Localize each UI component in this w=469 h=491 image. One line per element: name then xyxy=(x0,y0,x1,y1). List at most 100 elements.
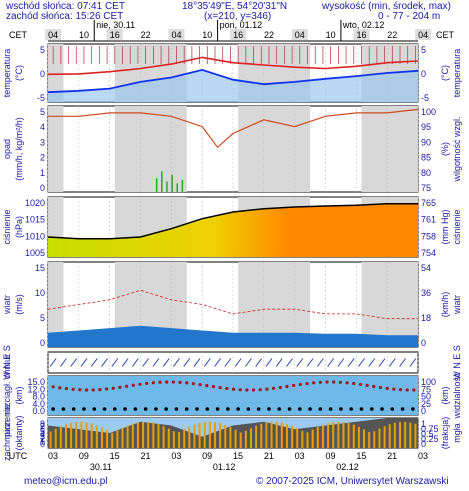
cloud-base-dot xyxy=(205,407,210,411)
tick-left-humidity: 2 xyxy=(40,153,45,163)
cloud-bar xyxy=(172,431,175,448)
tick-right-cloud: 0.25 xyxy=(421,434,439,444)
right-label-pressure: ciśnienie xyxy=(452,209,462,244)
tick-right-pressure: 754 xyxy=(421,248,436,258)
bottom-hour-label: 15 xyxy=(110,451,120,461)
cloud-bar xyxy=(321,424,324,448)
tick-left-cloud: 5 xyxy=(40,427,45,437)
right-unit-wind: (km/h) xyxy=(440,292,450,318)
cloud-top-dot xyxy=(332,380,336,384)
cloud-top-dot xyxy=(265,387,269,391)
tick-left-temperature: 5 xyxy=(40,45,45,55)
cloud-base-dot xyxy=(339,407,343,411)
cloud-base-dot xyxy=(143,407,148,411)
precip-bar xyxy=(171,174,173,192)
left-label-cloud: zachmurzenie xyxy=(2,405,12,461)
tick-right-humidity: 90 xyxy=(421,137,431,147)
left-unit-visibility: (km) xyxy=(14,387,24,405)
cloud-base-dot xyxy=(61,407,66,411)
temp-max-line xyxy=(47,56,419,76)
left-unit-wind: (m/s) xyxy=(14,294,24,315)
cloud-bar xyxy=(388,424,391,448)
cloud-top-dot xyxy=(305,381,309,386)
cloud-base-dot xyxy=(349,407,353,411)
wind-arrow xyxy=(60,358,67,367)
cloud-base-dot xyxy=(113,407,117,411)
footer-email[interactable]: meteo@icm.edu.pl xyxy=(24,476,108,487)
top-hour-label: 04 xyxy=(48,30,58,40)
bottom-day-label: 01.12 xyxy=(213,462,236,472)
cloud-top-dot xyxy=(352,381,356,386)
top-hour-bg xyxy=(415,29,432,40)
cloud-top-dot xyxy=(385,386,389,390)
top-hour-label: 10 xyxy=(326,30,336,40)
bottom-hour-label: 09 xyxy=(202,451,212,461)
tick-right-visibility: 50 xyxy=(421,392,431,402)
top-hour-bg xyxy=(230,29,247,40)
cloud-bar xyxy=(152,422,155,448)
cloud-bar xyxy=(291,425,294,448)
cloud-bar xyxy=(316,427,319,448)
cloud-bar xyxy=(280,422,283,448)
cloud-area xyxy=(48,418,418,448)
cloud-bar xyxy=(399,421,402,448)
panel-humidity xyxy=(47,105,419,193)
cloud-top-dot xyxy=(245,388,249,392)
cloud-top-dot xyxy=(64,387,69,391)
cloud-top-dot xyxy=(104,387,109,391)
bottom-hour-label: 15 xyxy=(356,451,366,461)
left-label-humidity: opad xyxy=(2,139,12,159)
cloud-bar xyxy=(311,429,314,448)
cloud-top-dot xyxy=(238,388,242,392)
precip-bar xyxy=(181,179,184,192)
tick-left-pressure: 1005 xyxy=(25,248,45,258)
humidity-line xyxy=(48,108,419,149)
tick-left-cloud: 2 xyxy=(40,434,45,444)
wind-arrow xyxy=(275,358,283,367)
cloud-bar xyxy=(363,429,366,448)
wind-arrow xyxy=(316,358,324,367)
tz-bottom: UTC xyxy=(9,451,28,461)
cloud-top-dot xyxy=(271,386,276,391)
cloud-bar xyxy=(327,423,330,448)
cloud-top-dot xyxy=(225,386,229,391)
cloud-bar xyxy=(285,423,288,448)
tz-right: CET xyxy=(436,30,455,40)
tick-left-cloud: 3 xyxy=(40,432,45,442)
cloud-bar xyxy=(198,423,201,448)
bottom-hour-label: 21 xyxy=(387,451,397,461)
cloud-base-dot xyxy=(246,407,251,411)
cloud-bar xyxy=(80,421,83,448)
top-hour-label: 04 xyxy=(295,30,305,40)
cloud-base-dot xyxy=(256,407,261,411)
cloud-base-dot xyxy=(400,407,405,411)
bottom-hour-label: 21 xyxy=(140,451,150,461)
cloud-base-dot xyxy=(123,407,127,411)
left-unit-cloud: (oktanty) xyxy=(14,415,24,450)
tick-left-cloud: 6 xyxy=(40,424,45,434)
cloud-top-dot xyxy=(285,384,289,389)
cloud-top-dot xyxy=(378,385,383,390)
top-hour-bg xyxy=(199,29,216,40)
wind-arrow xyxy=(358,358,365,367)
cloud-base-dot xyxy=(154,407,158,411)
cloud-bar xyxy=(306,432,309,448)
cloud-bar xyxy=(393,422,396,448)
top-hour-label: 04 xyxy=(418,30,428,40)
cloud-base-dot xyxy=(195,407,199,411)
cloud-top-dot xyxy=(84,388,89,392)
tz-left: CET xyxy=(9,30,28,40)
cloud-bar xyxy=(183,429,186,448)
cloud-bar xyxy=(260,423,263,448)
top-hour-label: 16 xyxy=(233,30,243,40)
right-label-winddir: W N E S xyxy=(452,345,462,380)
bottom-hour-label: 09 xyxy=(325,451,335,461)
cloud-bar xyxy=(106,430,109,448)
wind-arrow xyxy=(162,358,170,367)
cloud-bar xyxy=(296,428,299,448)
tick-right-visibility: 0 xyxy=(421,406,426,416)
cloud-bar xyxy=(90,423,93,448)
cloud-top-dot xyxy=(218,386,222,390)
tick-left-wind: 0 xyxy=(40,338,45,348)
cloud-bar xyxy=(203,422,206,448)
